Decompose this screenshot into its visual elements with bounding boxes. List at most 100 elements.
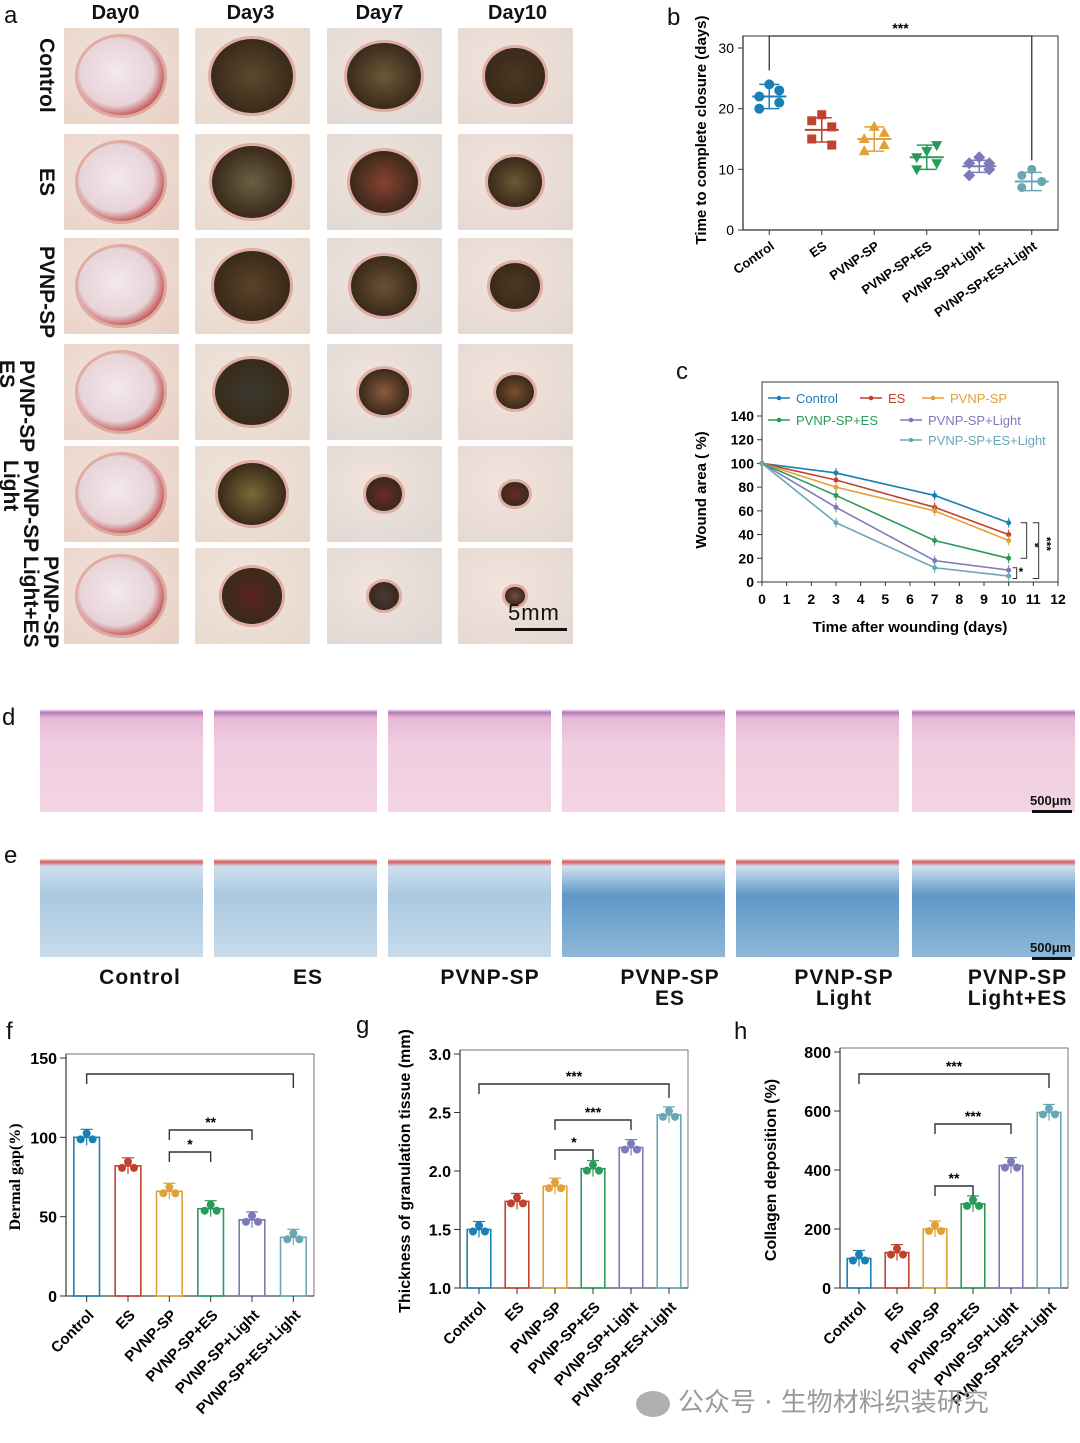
data-point bbox=[171, 1189, 180, 1198]
he-stain-image bbox=[40, 700, 203, 812]
data-point bbox=[659, 1112, 667, 1121]
data-point bbox=[88, 1135, 97, 1144]
significance-label: * bbox=[187, 1136, 193, 1152]
he-stain-image bbox=[912, 700, 1075, 812]
wound-photo bbox=[327, 446, 442, 542]
bar bbox=[998, 1164, 1024, 1289]
panel-label-a: a bbox=[4, 2, 18, 29]
y-tick-label: 60 bbox=[738, 503, 754, 519]
data-point bbox=[589, 1160, 597, 1169]
data-point bbox=[583, 1166, 591, 1175]
data-point bbox=[963, 1201, 971, 1210]
data-point bbox=[921, 147, 933, 158]
he-stain-image bbox=[388, 700, 551, 812]
data-point bbox=[937, 1227, 945, 1235]
he-stain-image bbox=[736, 700, 899, 812]
significance-bracket bbox=[168, 1129, 253, 1140]
series-line bbox=[761, 462, 1009, 524]
row-label-control: Control bbox=[35, 38, 58, 113]
x-tick-label: ES bbox=[807, 238, 830, 260]
bar bbox=[542, 1185, 568, 1289]
y-tick-label: 1.5 bbox=[429, 1223, 451, 1240]
wound-photo bbox=[327, 344, 442, 440]
data-point bbox=[551, 1178, 559, 1187]
significance-label: *** bbox=[946, 1058, 963, 1074]
bar bbox=[960, 1203, 986, 1289]
data-point bbox=[82, 1129, 91, 1138]
data-point bbox=[124, 1157, 132, 1166]
y-tick-label: 400 bbox=[804, 1163, 831, 1180]
scale-bar-d-label: 500μm bbox=[1030, 793, 1072, 808]
bar bbox=[279, 1236, 307, 1297]
plot-frame bbox=[839, 1047, 1069, 1289]
legend-marker bbox=[908, 417, 914, 423]
group-label-pvnp-sp: PVNP-SP bbox=[440, 966, 540, 989]
y-tick-label: 3.0 bbox=[429, 1047, 451, 1064]
y-tick-label: 120 bbox=[731, 432, 755, 448]
data-point bbox=[827, 122, 837, 132]
y-axis-label: Thickness of granulation tissue (mm) bbox=[397, 1029, 414, 1313]
day-label-0: Day0 bbox=[91, 2, 140, 24]
wound-photo bbox=[195, 238, 310, 334]
y-tick-label: 40 bbox=[738, 527, 754, 543]
data-point bbox=[817, 110, 827, 120]
data-point bbox=[507, 1199, 515, 1208]
group-label-pvnp-sp-light: PVNP-SP Light bbox=[794, 966, 894, 1010]
significance-bracket bbox=[554, 1149, 594, 1160]
chart-b-ylabel: Time to complete closure (days) bbox=[693, 16, 710, 245]
granulation-thickness-chart: 1.0 1.5 2.0 2.5 3.0 Thickness of granulation … bbox=[397, 1029, 689, 1410]
significance-label: ** bbox=[205, 1114, 216, 1130]
significance-bracket bbox=[934, 1185, 974, 1196]
wound-photo bbox=[195, 134, 310, 230]
y-tick-label: 50 bbox=[39, 1210, 57, 1227]
y-tick-label: 20 bbox=[738, 550, 754, 566]
data-point bbox=[159, 1189, 168, 1198]
data-point bbox=[469, 1227, 477, 1236]
x-tick-label: 5 bbox=[881, 591, 889, 607]
masson-stain-image bbox=[736, 845, 899, 957]
wound-photo bbox=[64, 238, 179, 334]
data-point bbox=[1027, 164, 1037, 174]
day-label-10: Day10 bbox=[488, 2, 547, 24]
significance-bracket bbox=[1020, 522, 1028, 559]
x-tick-label: 11 bbox=[1026, 591, 1041, 607]
x-tick-label: 12 bbox=[1050, 591, 1066, 607]
plot-frame bbox=[742, 35, 1059, 231]
group-label-control: Control bbox=[99, 966, 181, 989]
data-point bbox=[1051, 1110, 1059, 1119]
data-point bbox=[827, 140, 837, 150]
x-tick-label: Control bbox=[731, 238, 777, 277]
data-point bbox=[858, 145, 870, 156]
data-point bbox=[627, 1139, 635, 1148]
y-tick-label: 80 bbox=[738, 479, 754, 495]
x-tick-label: 2 bbox=[807, 591, 815, 607]
bar bbox=[197, 1207, 225, 1297]
data-point bbox=[925, 1227, 933, 1235]
y-tick-label: 150 bbox=[30, 1051, 57, 1068]
data-point bbox=[969, 1195, 977, 1204]
x-tick-label: 8 bbox=[955, 591, 963, 607]
x-tick-label: ES bbox=[882, 1299, 908, 1325]
scale-bar bbox=[515, 628, 567, 631]
significance-bracket bbox=[168, 1151, 212, 1162]
bar bbox=[656, 1114, 682, 1289]
data-point bbox=[671, 1112, 679, 1121]
data-point bbox=[481, 1227, 489, 1236]
data-point bbox=[899, 1250, 907, 1259]
significance-bracket bbox=[85, 1073, 295, 1088]
he-stain-image bbox=[214, 700, 377, 812]
y-tick-label: 20 bbox=[718, 101, 734, 117]
bar bbox=[466, 1228, 492, 1289]
y-tick-label: 0 bbox=[726, 222, 734, 238]
row-label-es: ES bbox=[35, 168, 58, 197]
data-point bbox=[1017, 183, 1027, 193]
masson-stain-image bbox=[388, 845, 551, 957]
y-tick-label: 800 bbox=[804, 1045, 831, 1062]
data-point bbox=[975, 1201, 983, 1210]
masson-stain-image bbox=[912, 845, 1075, 957]
legend-marker bbox=[776, 395, 782, 401]
legend-label: Control bbox=[796, 391, 838, 406]
scale-bar-d bbox=[1032, 810, 1072, 813]
data-point bbox=[1013, 1163, 1021, 1172]
significance-label: *** bbox=[892, 20, 909, 36]
